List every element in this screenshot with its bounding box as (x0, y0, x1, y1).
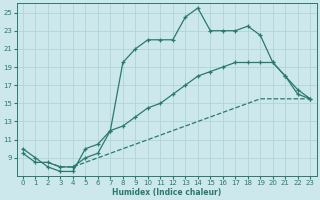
X-axis label: Humidex (Indice chaleur): Humidex (Indice chaleur) (112, 188, 221, 197)
